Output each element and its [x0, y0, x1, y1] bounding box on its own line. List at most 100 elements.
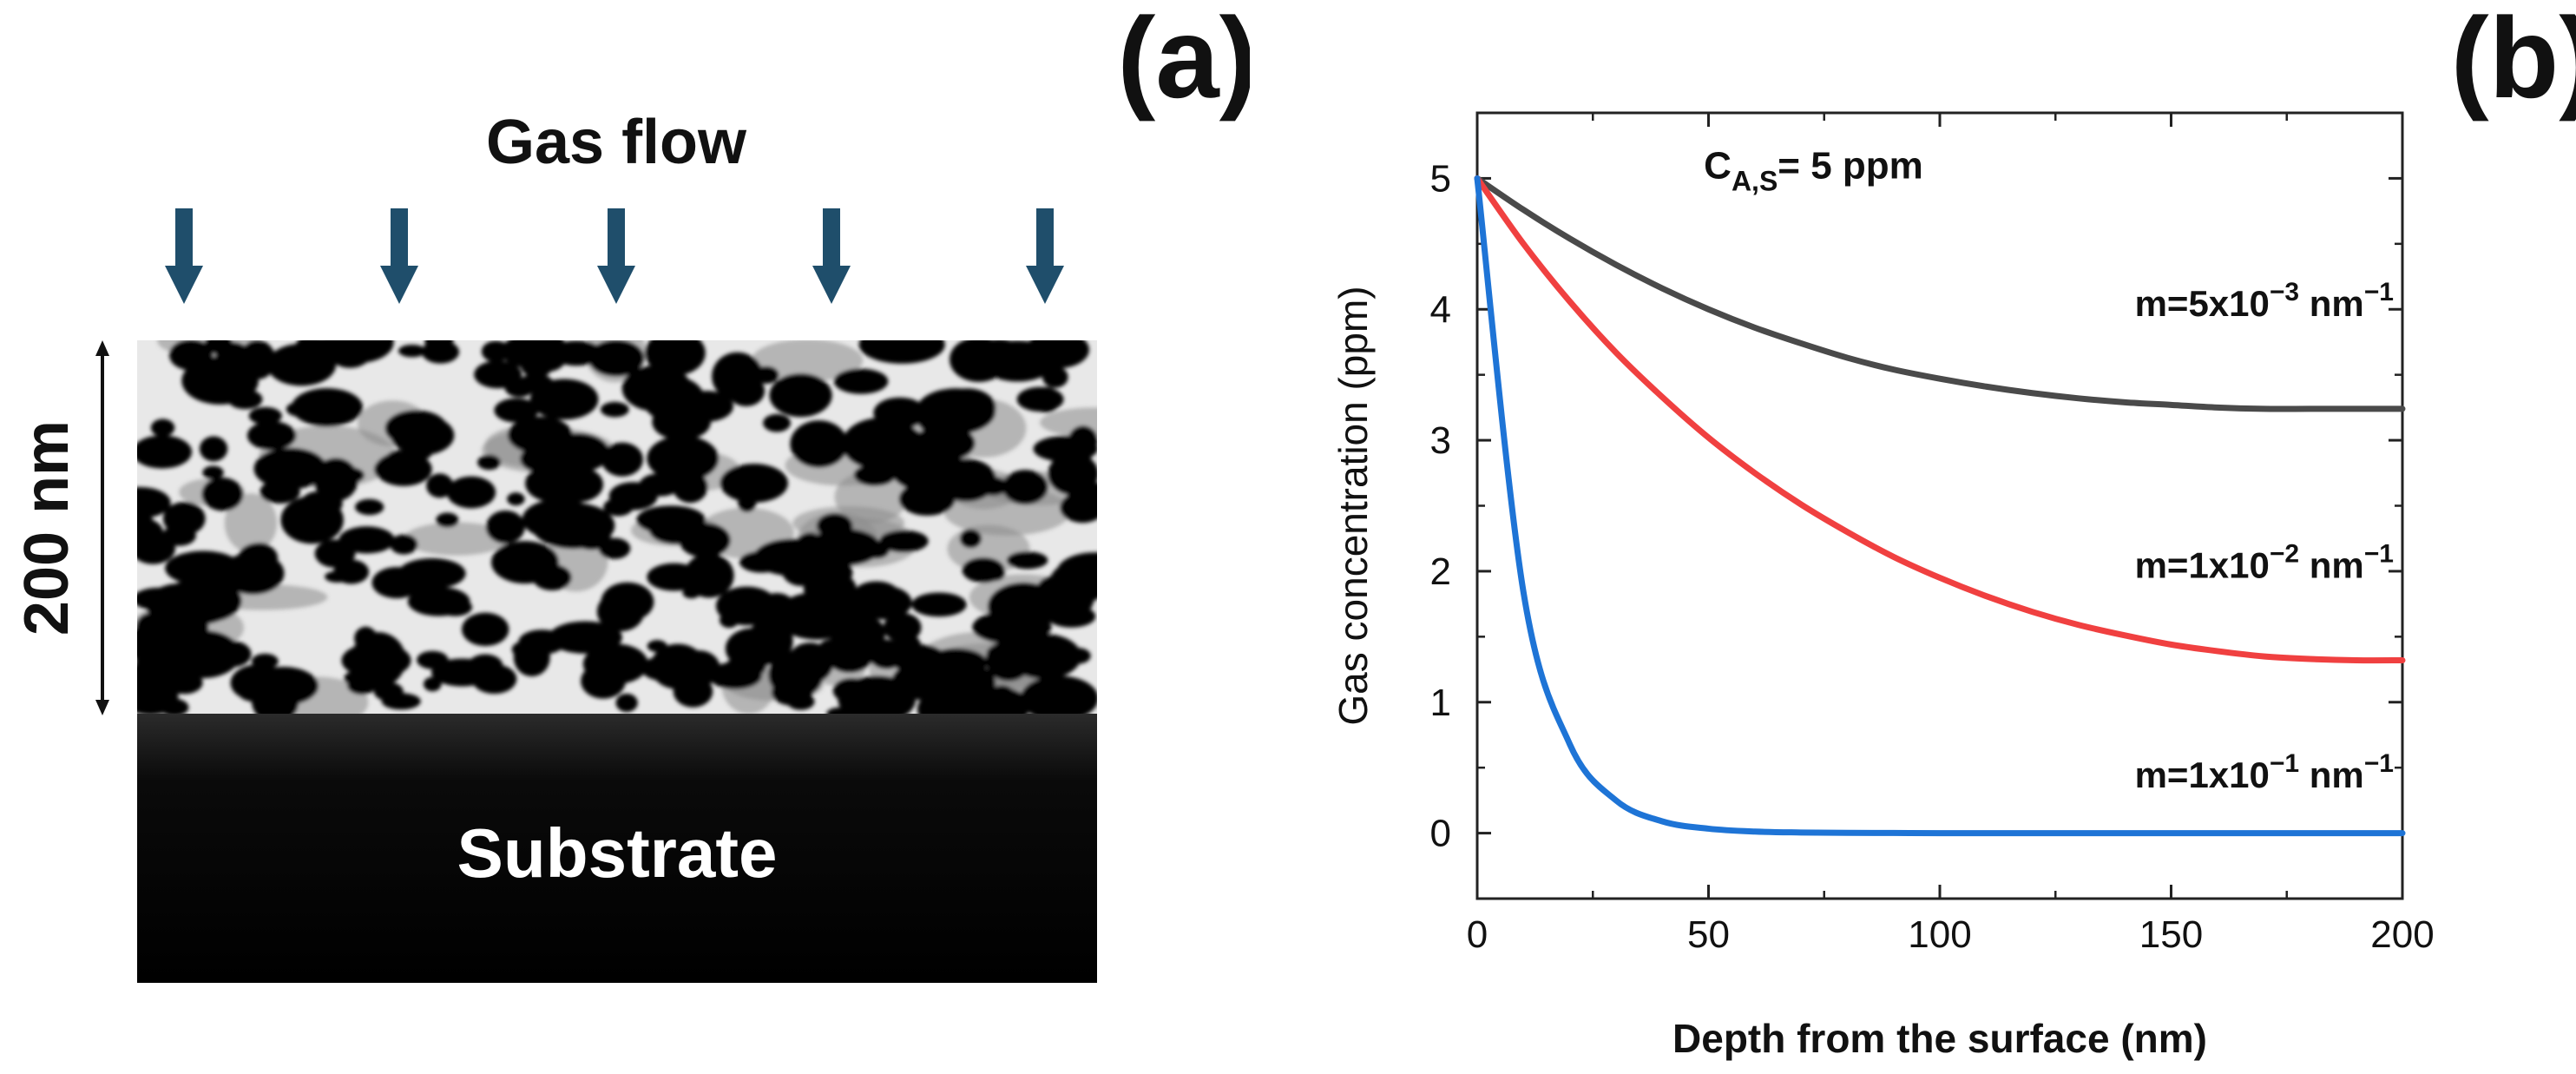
series-line [1474, 175, 2406, 837]
film-pore [720, 612, 739, 629]
film-pore [854, 465, 896, 486]
film-pore [587, 655, 610, 671]
x-tick-label: 50 [1687, 913, 1730, 956]
film-pore [398, 344, 426, 358]
film-pore [407, 586, 470, 616]
film-pore [832, 678, 871, 703]
y-axis-label: Gas concentration (ppm) [1331, 286, 1376, 725]
film-pore [588, 340, 644, 377]
substrate-label: Substrate [457, 814, 778, 892]
x-tick-label: 150 [2139, 913, 2203, 956]
film-pore [199, 436, 228, 462]
film-pore [645, 340, 706, 376]
film-pore [647, 435, 719, 482]
film-pore [137, 682, 179, 714]
film-pore [600, 401, 629, 418]
film-pore [647, 640, 667, 652]
film-pore [805, 557, 853, 590]
film-pore [794, 532, 825, 563]
film-pore [818, 639, 844, 656]
panel-a-label: (a) [1117, 0, 1250, 122]
film-pore [788, 670, 816, 700]
film-pore [914, 425, 976, 461]
film-pore [371, 567, 422, 599]
x-tick-label: 100 [1908, 913, 1971, 956]
film-pore [477, 454, 501, 471]
film-pore [325, 570, 351, 583]
film-pore [344, 669, 378, 687]
film-pore [1052, 445, 1092, 474]
film-pore [137, 510, 154, 538]
film-pore [325, 340, 376, 368]
thickness-label: 200 nm [12, 420, 82, 636]
film-pore [911, 592, 967, 617]
film-pore [1047, 605, 1096, 628]
film-pore [858, 340, 945, 364]
film-shadow [224, 493, 278, 553]
film-pore [314, 539, 356, 568]
film-pore [1016, 386, 1064, 412]
panel-b: (b) 0 50 100 150 200 0 1 2 3 4 5 m=5x10−3 nm−1 m=1x… [1250, 0, 2576, 1070]
series-line [1474, 175, 2406, 664]
film-pore [739, 551, 784, 573]
film-pore [137, 435, 193, 469]
film-pore [1002, 470, 1048, 504]
film-pore [1007, 551, 1048, 570]
series-lines [1474, 175, 2406, 837]
film-pore [381, 693, 421, 710]
y-tick-label: 3 [1430, 419, 1451, 462]
film-pore [763, 413, 791, 432]
film-pore [1020, 675, 1097, 714]
film-pore [939, 388, 996, 426]
film-pore [391, 415, 455, 456]
film-pore [596, 591, 645, 632]
film-pore [137, 632, 168, 653]
y-tick-label: 4 [1430, 288, 1451, 331]
film-pore [641, 656, 691, 682]
film-pore [294, 340, 329, 361]
film-pore [165, 550, 242, 586]
x-axis-label: Depth from the surface (nm) [1672, 1016, 2207, 1061]
series-label: m=5x10−3 nm−1 [2135, 278, 2394, 324]
y-tick-label: 2 [1430, 550, 1451, 593]
gas-flow-arrow [380, 208, 418, 304]
film-pore [601, 442, 643, 477]
film-pore [673, 471, 708, 504]
film-pore [603, 497, 634, 517]
film-pore [374, 458, 407, 481]
film-pore [529, 379, 599, 420]
film-pore [407, 441, 433, 461]
film-pore [511, 641, 538, 658]
film-pore [968, 688, 1030, 714]
film-pore [986, 644, 1011, 663]
film-pore [684, 553, 734, 598]
film-pore [545, 433, 610, 473]
film-pore [1042, 590, 1079, 609]
gas-flow-arrow [812, 208, 851, 304]
x-tick-label: 200 [2370, 913, 2434, 956]
series-label: m=1x10−2 nm−1 [2135, 539, 2394, 585]
film-pore [462, 612, 509, 647]
thickness-indicator [95, 340, 109, 715]
film-pore [581, 663, 626, 699]
film-pore [501, 340, 563, 369]
film-pore [431, 658, 494, 687]
gas-flow-label: Gas flow [486, 108, 747, 177]
film-pore [525, 465, 582, 503]
series-line [1474, 175, 2406, 412]
film-pore [712, 352, 763, 401]
film-pore [879, 530, 929, 552]
series-labels: m=5x10−3 nm−1 m=1x10−2 nm−1 m=1x10−1 nm−1 [2135, 278, 2394, 795]
film-pore [827, 589, 881, 629]
film-pore [680, 391, 733, 422]
film-pore [338, 526, 395, 554]
film-pore [817, 513, 853, 539]
film-pore [1008, 634, 1081, 679]
film-pore [291, 388, 363, 427]
film-pore [251, 653, 279, 669]
gas-flow-arrow [165, 208, 203, 304]
axis-ticks: 0 50 100 150 200 0 1 2 3 4 5 [1430, 111, 2435, 956]
x-tick-label: 0 [1467, 913, 1488, 956]
film-pore [757, 592, 798, 629]
film-pore [960, 529, 982, 548]
